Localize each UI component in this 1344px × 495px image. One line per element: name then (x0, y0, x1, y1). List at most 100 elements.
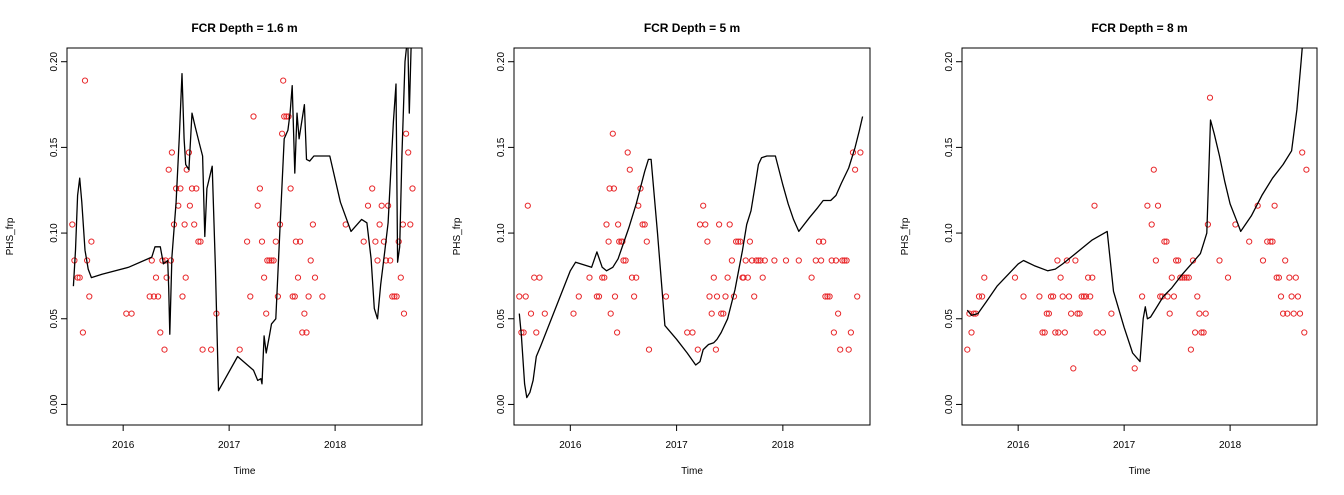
y-tick-label: 0.00 (496, 394, 507, 414)
data-point (1275, 274, 1283, 281)
data-point (407, 221, 414, 228)
data-point (1087, 293, 1094, 300)
data-point (522, 293, 529, 300)
data-point (256, 185, 263, 192)
data-point (369, 185, 376, 192)
data-point (1301, 329, 1308, 336)
data-point (193, 185, 200, 192)
x-tick-label: 2016 (1007, 440, 1030, 451)
y-tick-label: 0.10 (496, 223, 507, 243)
data-point (387, 257, 394, 264)
data-point (405, 149, 412, 156)
data-point (593, 293, 601, 300)
data-point (751, 293, 758, 300)
x-axis-label: Time (234, 466, 256, 477)
data-point (1152, 257, 1160, 264)
data-point (1085, 274, 1092, 281)
data-point (266, 257, 273, 264)
model-line (72, 48, 412, 392)
data-point (740, 274, 747, 281)
data-point (123, 310, 130, 317)
data-point (1070, 365, 1077, 372)
data-point (708, 310, 715, 317)
data-point (586, 274, 593, 281)
data-point (1269, 238, 1276, 245)
data-point (757, 257, 764, 264)
data-point (1200, 329, 1207, 336)
data-point (599, 274, 606, 281)
data-point (360, 238, 367, 245)
data-point (852, 166, 859, 173)
data-point (254, 202, 261, 209)
data-point (812, 257, 819, 264)
data-point (1043, 310, 1050, 317)
data-point (74, 274, 81, 281)
data-point (728, 257, 736, 264)
y-tick-label: 0.00 (944, 394, 955, 414)
data-point (1164, 293, 1171, 300)
data-point (1150, 166, 1157, 173)
x-tick-label: 2018 (324, 440, 347, 451)
data-point (964, 346, 971, 353)
data-point (1267, 238, 1274, 245)
data-point (639, 221, 646, 228)
data-point (843, 257, 850, 264)
data-point (748, 257, 756, 264)
data-point (191, 221, 198, 228)
y-tick-label: 0.20 (49, 52, 60, 72)
x-tick-label: 2016 (559, 440, 582, 451)
data-point (830, 329, 838, 336)
data-point (841, 257, 848, 264)
data-point (1170, 293, 1178, 300)
data-point (1202, 310, 1209, 317)
data-point (148, 257, 155, 264)
y-tick-label: 0.00 (49, 394, 60, 414)
data-point (1173, 257, 1180, 264)
data-point (1068, 310, 1075, 317)
data-point (244, 238, 251, 245)
data-point (818, 257, 825, 264)
data-point (828, 257, 835, 264)
data-point (155, 293, 162, 300)
data-point (616, 238, 623, 245)
data-point (771, 257, 778, 264)
data-point (1183, 274, 1190, 281)
data-point (372, 238, 379, 245)
data-point (857, 149, 864, 156)
data-point (270, 257, 277, 264)
data-point (1299, 149, 1306, 156)
data-point (536, 274, 543, 281)
data-point (409, 185, 416, 192)
data-point (297, 238, 304, 245)
x-axis-label: Time (1129, 466, 1151, 477)
data-point (165, 166, 172, 173)
data-point (179, 293, 186, 300)
data-point (299, 329, 306, 336)
data-point (292, 238, 299, 245)
data-point (753, 257, 760, 264)
data-point (706, 293, 713, 300)
data-point (307, 257, 314, 264)
model-line (966, 48, 1303, 363)
chart-panel-depth-5: FCR Depth = 5 m 0.00 0.05 0.10 0.15 0.20 2016 2… (452, 21, 871, 477)
data-point (389, 293, 396, 300)
data-point (1194, 293, 1201, 300)
data-point (854, 293, 861, 300)
data-point (79, 329, 87, 336)
data-point (163, 274, 170, 281)
data-point (524, 202, 531, 209)
data-point (1055, 329, 1062, 336)
data-point (689, 329, 696, 336)
x-tick-label: 2016 (112, 440, 135, 451)
y-tick-label: 0.05 (49, 309, 60, 329)
data-point (1078, 293, 1085, 300)
data-point (704, 238, 711, 245)
data-point (319, 293, 326, 300)
x-axis-label: Time (681, 466, 703, 477)
data-point (835, 310, 842, 317)
data-point (1082, 293, 1090, 300)
data-point (1099, 329, 1107, 336)
data-point (1177, 274, 1184, 281)
data-point (981, 274, 988, 281)
